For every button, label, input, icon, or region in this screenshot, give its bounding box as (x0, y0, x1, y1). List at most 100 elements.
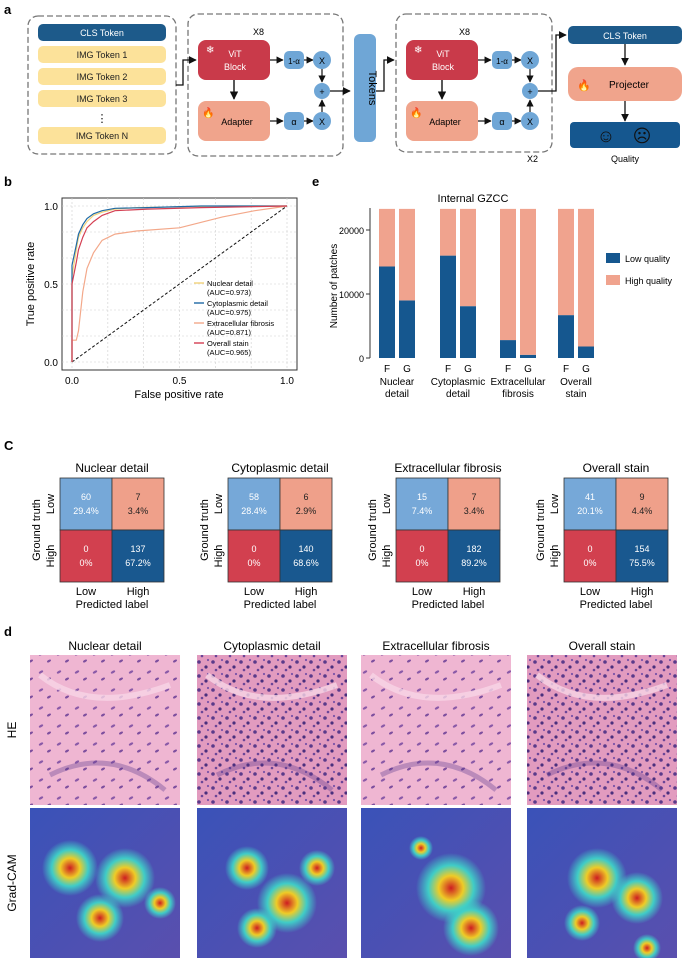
roc-xtick: 0.5 (173, 376, 187, 387)
roc-legend-name: Nuclear detail (207, 279, 253, 288)
confusion-row-label: High (381, 545, 393, 568)
gradcam-hotspot (225, 846, 269, 890)
token-chip (38, 127, 166, 144)
roc-chance-line (71, 205, 288, 363)
confusion-row-label: High (45, 545, 57, 568)
bar-group-label: Overall (560, 377, 592, 388)
gradcam-hotspot (42, 840, 98, 896)
panel-b: b 0.0 0.5 1.00.00.51.0 True positive rate … (4, 174, 298, 401)
times-text-2a: X (527, 56, 533, 66)
vit-label-1b: Block (224, 62, 247, 72)
confusion-count: 137 (130, 544, 145, 554)
confusion-percent: 67.2% (125, 558, 151, 568)
confusion-percent: 20.1% (577, 506, 603, 516)
confusion-col-label: High (295, 586, 318, 598)
he-tissue-stroke (205, 672, 339, 701)
confusion-col-label: Low (580, 586, 600, 598)
bar-legend-swatch (606, 253, 620, 263)
confusion-count: 0 (251, 544, 256, 554)
repeat-x2-label: X2 (527, 154, 538, 164)
vit-label-2a: ViT (436, 49, 450, 59)
times-text-1a: X (319, 56, 325, 66)
roc-legend-name: Extracellular fibrosis (207, 319, 274, 328)
vit-label-1a: ViT (228, 49, 242, 59)
token-chip (38, 68, 166, 85)
roc-legend-auc: (AUC=0.871) (207, 328, 251, 337)
confusion-count: 9 (639, 492, 644, 502)
confusion-xlabel: Predicted label (580, 599, 653, 611)
roc-ylabel: True positive rate (25, 242, 37, 327)
good-face-icon: ☺ (597, 126, 615, 146)
he-image (30, 655, 180, 805)
alpha-2 (492, 112, 512, 130)
fire-icon-2: 🔥 (410, 106, 422, 119)
roc-curve (71, 205, 288, 362)
token-label: CLS Token (80, 28, 124, 38)
token-ellipsis: ⋮ (97, 113, 108, 125)
token-label: IMG Token 1 (77, 50, 128, 60)
one-minus-alpha-text-1: 1-α (288, 57, 300, 66)
confusion-count: 154 (634, 544, 649, 554)
bar-group-label: fibrosis (502, 389, 534, 400)
roc-curve (71, 205, 288, 362)
panel-label-d: d (4, 624, 12, 639)
bar-low-quality (379, 266, 395, 358)
bar-low-quality (520, 354, 536, 358)
confusion-cell (59, 477, 113, 531)
confusion-row-label: Low (549, 494, 561, 514)
gradcam-hotspot (237, 908, 277, 948)
he-nuclei-band (545, 760, 664, 792)
roc-ytick: 0.0 (44, 358, 58, 369)
confusion-title: Overall stain (583, 461, 650, 475)
confusion-count: 0 (419, 544, 424, 554)
bar-x-label: G (524, 364, 532, 375)
bar-low-quality (558, 315, 574, 358)
roc-legend-name: Cytoplasmic detail (207, 299, 268, 308)
bar-x-label: F (384, 364, 390, 375)
confusion-ylabel: Ground truth (199, 499, 211, 561)
gradcam-hotspot (564, 905, 600, 941)
confusion-count: 41 (585, 492, 595, 502)
confusion-percent: 0% (583, 558, 596, 568)
confusion-row-label: High (213, 545, 225, 568)
bar-ytick-label: 10000 (339, 290, 364, 300)
confusion-count: 58 (249, 492, 259, 502)
panel-c: C Nuclear detail6029.4%73.4%00%13767.2%L… (4, 438, 669, 611)
confusion-percent: 0% (79, 558, 92, 568)
confusion-cell (59, 529, 113, 583)
confusion-row-label: Low (381, 494, 393, 514)
bar-high-quality (460, 208, 476, 307)
bar-high-quality (500, 208, 516, 341)
row-label-gradcam: Grad-CAM (5, 854, 19, 911)
confusion-ylabel: Ground truth (535, 499, 547, 561)
confusion-percent: 28.4% (241, 506, 267, 516)
bar-ylabel: Number of patches (329, 244, 340, 329)
he-tissue-stroke (535, 672, 669, 701)
plus-op-2 (522, 83, 538, 99)
confusion-col-label: Low (412, 586, 432, 598)
confusion-cell (279, 477, 333, 531)
gradcam-hotspot (409, 836, 433, 860)
confusion-count: 182 (466, 544, 481, 554)
bar-group-label: Extracellular (490, 377, 546, 388)
bar-title: Internal GZCC (438, 193, 509, 205)
cls-token-out (568, 26, 682, 44)
panel-label-b: b (4, 174, 12, 189)
bar-high-quality (379, 208, 395, 267)
confusion-col-label: High (631, 586, 654, 598)
token-label: IMG Token N (76, 131, 128, 141)
confusion-count: 15 (417, 492, 427, 502)
bar-low-quality (578, 346, 594, 358)
plus-op-1 (314, 83, 330, 99)
times-op-1a (313, 51, 331, 69)
bar-low-quality (460, 306, 476, 358)
tokens-bar (354, 34, 376, 142)
bar-ytick-label: 0 (359, 354, 364, 364)
confusion-count: 0 (587, 544, 592, 554)
projecter-box (568, 67, 682, 101)
confusion-cell (615, 477, 669, 531)
confusion-row-label: High (549, 545, 561, 568)
one-minus-alpha-2 (492, 51, 512, 69)
roc-legend-auc: (AUC=0.965) (207, 348, 251, 357)
bar-low-quality (440, 255, 456, 358)
